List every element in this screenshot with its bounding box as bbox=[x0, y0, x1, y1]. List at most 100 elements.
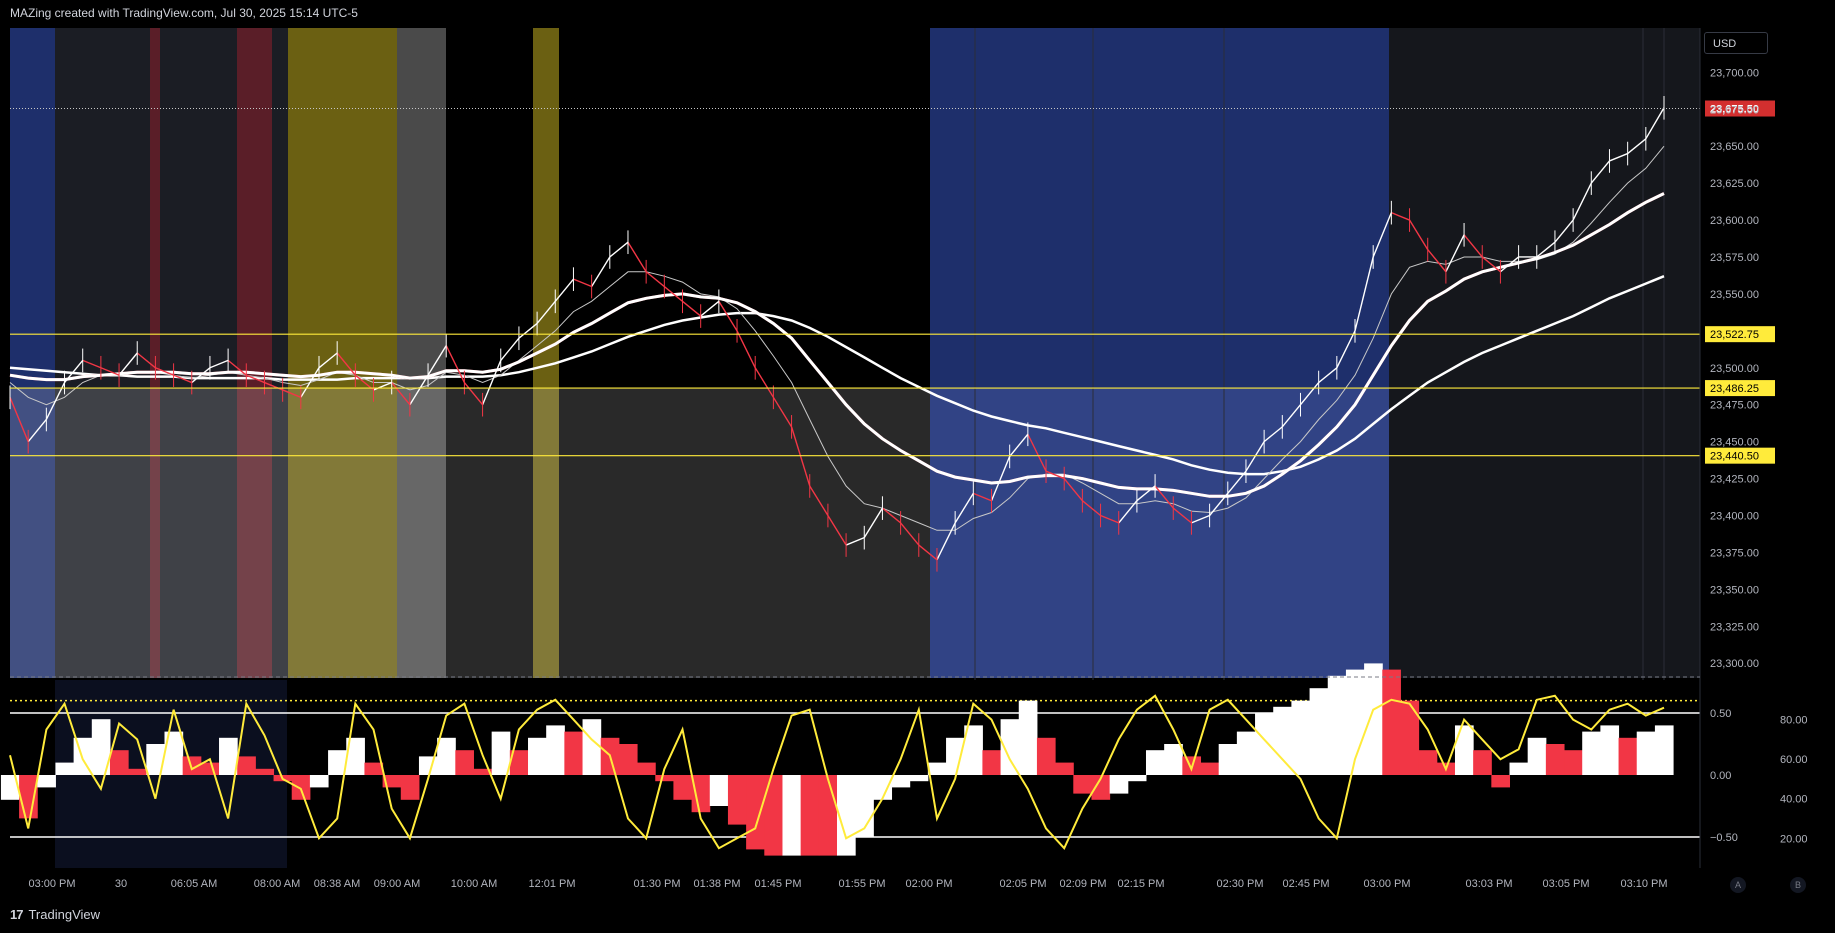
histogram-bar bbox=[1654, 725, 1674, 775]
histogram-bar bbox=[909, 775, 929, 782]
price-segment bbox=[1499, 256, 1520, 273]
x-tick-label: 03:03 PM bbox=[1465, 878, 1512, 890]
session-band bbox=[237, 28, 272, 678]
price-segment bbox=[1299, 382, 1320, 406]
histogram-bar bbox=[382, 775, 402, 788]
price-segment bbox=[1318, 367, 1338, 384]
x-tick-label: 01:45 PM bbox=[754, 878, 801, 890]
histogram-bar bbox=[528, 737, 547, 775]
y-tick-label: 23,550.00 bbox=[1710, 289, 1759, 301]
price-segment bbox=[1081, 500, 1101, 517]
x-tick-label: 12:01 PM bbox=[528, 878, 575, 890]
price-segment bbox=[918, 544, 938, 561]
histogram-bar bbox=[1618, 737, 1638, 775]
histogram-bar bbox=[1545, 744, 1565, 775]
price-segment bbox=[1263, 426, 1283, 443]
session-overlay bbox=[10, 388, 930, 678]
histogram-bar bbox=[219, 737, 238, 775]
histogram-bar bbox=[328, 750, 347, 775]
price-segment bbox=[1372, 212, 1393, 258]
price-segment bbox=[863, 507, 884, 539]
price-segment bbox=[645, 271, 665, 288]
histogram-bar bbox=[91, 719, 111, 775]
price-segment bbox=[1391, 212, 1410, 221]
price-segment bbox=[282, 389, 302, 398]
price-segment bbox=[736, 330, 756, 369]
histogram-bar bbox=[309, 775, 329, 788]
y-tick-label: 23,300.00 bbox=[1710, 658, 1759, 670]
price-segment bbox=[1354, 256, 1374, 332]
ma-fast-line bbox=[9, 145, 1665, 531]
price-segment bbox=[9, 397, 29, 442]
histogram-bar bbox=[437, 737, 456, 775]
x-tick-label: 08:38 AM bbox=[314, 878, 360, 890]
price-segment bbox=[318, 352, 338, 369]
log-scale-button[interactable]: B bbox=[1790, 877, 1806, 893]
histogram-bar bbox=[200, 762, 220, 775]
session-band bbox=[559, 28, 930, 678]
x-tick-label: 02:09 PM bbox=[1059, 878, 1106, 890]
x-tick-label: 02:00 PM bbox=[905, 878, 952, 890]
price-segment bbox=[554, 278, 574, 302]
x-tick-label: 10:00 AM bbox=[451, 878, 497, 890]
ma-slow-line bbox=[9, 275, 1665, 476]
price-segment bbox=[1481, 256, 1501, 273]
histogram-bar bbox=[1218, 744, 1238, 775]
histogram-bar bbox=[927, 762, 947, 775]
histogram-bar bbox=[1454, 725, 1474, 775]
histogram-bar bbox=[109, 750, 129, 775]
price-segment bbox=[1009, 433, 1029, 457]
price-segment bbox=[1336, 330, 1356, 369]
histogram-bar bbox=[1564, 750, 1583, 775]
histogram-bar bbox=[1291, 700, 1311, 775]
histogram-bar bbox=[1473, 750, 1492, 775]
histogram-bar bbox=[1236, 731, 1256, 775]
price-segment bbox=[936, 522, 956, 561]
price-segment bbox=[1063, 478, 1083, 502]
histogram-bar bbox=[1527, 737, 1547, 775]
histogram-bar bbox=[182, 756, 202, 775]
oscillator-pane: 0.50 0.00 −0.50 80.00 60.00 40.00 20.00 bbox=[0, 663, 1808, 868]
price-segment bbox=[1209, 492, 1229, 516]
level-label: 23,522.75 bbox=[1710, 329, 1759, 341]
price-segment bbox=[1245, 441, 1265, 472]
histogram-bar bbox=[800, 775, 820, 856]
price-segment bbox=[45, 382, 66, 420]
price-segment bbox=[718, 300, 738, 332]
currency-button[interactable]: USD bbox=[1704, 32, 1768, 54]
histogram-bar bbox=[1327, 675, 1347, 775]
histogram-bar bbox=[873, 775, 893, 800]
price-segment bbox=[1045, 470, 1065, 480]
histogram-bar bbox=[291, 775, 311, 800]
price-segment bbox=[790, 426, 811, 487]
y-tick-label: 23,650.00 bbox=[1710, 141, 1759, 153]
oscillator-line bbox=[9, 694, 1665, 850]
histogram-bar bbox=[237, 756, 256, 775]
chart-title: MAZing created with TradingView.com, Jul… bbox=[10, 6, 358, 20]
histogram-bar bbox=[691, 775, 711, 813]
horizontal-levels: 23,522.75 23,486.25 23,440.50 23,675.50 bbox=[10, 100, 1775, 464]
session-band bbox=[150, 28, 160, 678]
histogram-bar bbox=[655, 775, 674, 782]
histogram-bar bbox=[746, 775, 765, 850]
session-band bbox=[397, 28, 446, 678]
auto-scale-button[interactable]: A bbox=[1730, 877, 1746, 893]
price-segment bbox=[954, 492, 974, 524]
y-tick-label: 23,325.00 bbox=[1710, 621, 1759, 633]
price-segment bbox=[881, 507, 902, 524]
price-segment bbox=[1427, 249, 1447, 273]
price-segment bbox=[100, 367, 120, 376]
histogram-bar bbox=[55, 762, 75, 775]
osc-left-tick: −0.50 bbox=[1710, 832, 1738, 844]
osc-right-tick: 20.00 bbox=[1780, 833, 1808, 845]
price-segment bbox=[663, 285, 683, 302]
level-label: 23,486.25 bbox=[1710, 383, 1759, 395]
session-band bbox=[272, 28, 288, 678]
osc-right-tick: 60.00 bbox=[1780, 754, 1808, 766]
price-segment bbox=[246, 374, 265, 384]
histogram-bar bbox=[364, 762, 384, 775]
price-segment bbox=[1408, 219, 1429, 250]
price-segment bbox=[155, 367, 174, 376]
price-segment bbox=[754, 367, 774, 398]
